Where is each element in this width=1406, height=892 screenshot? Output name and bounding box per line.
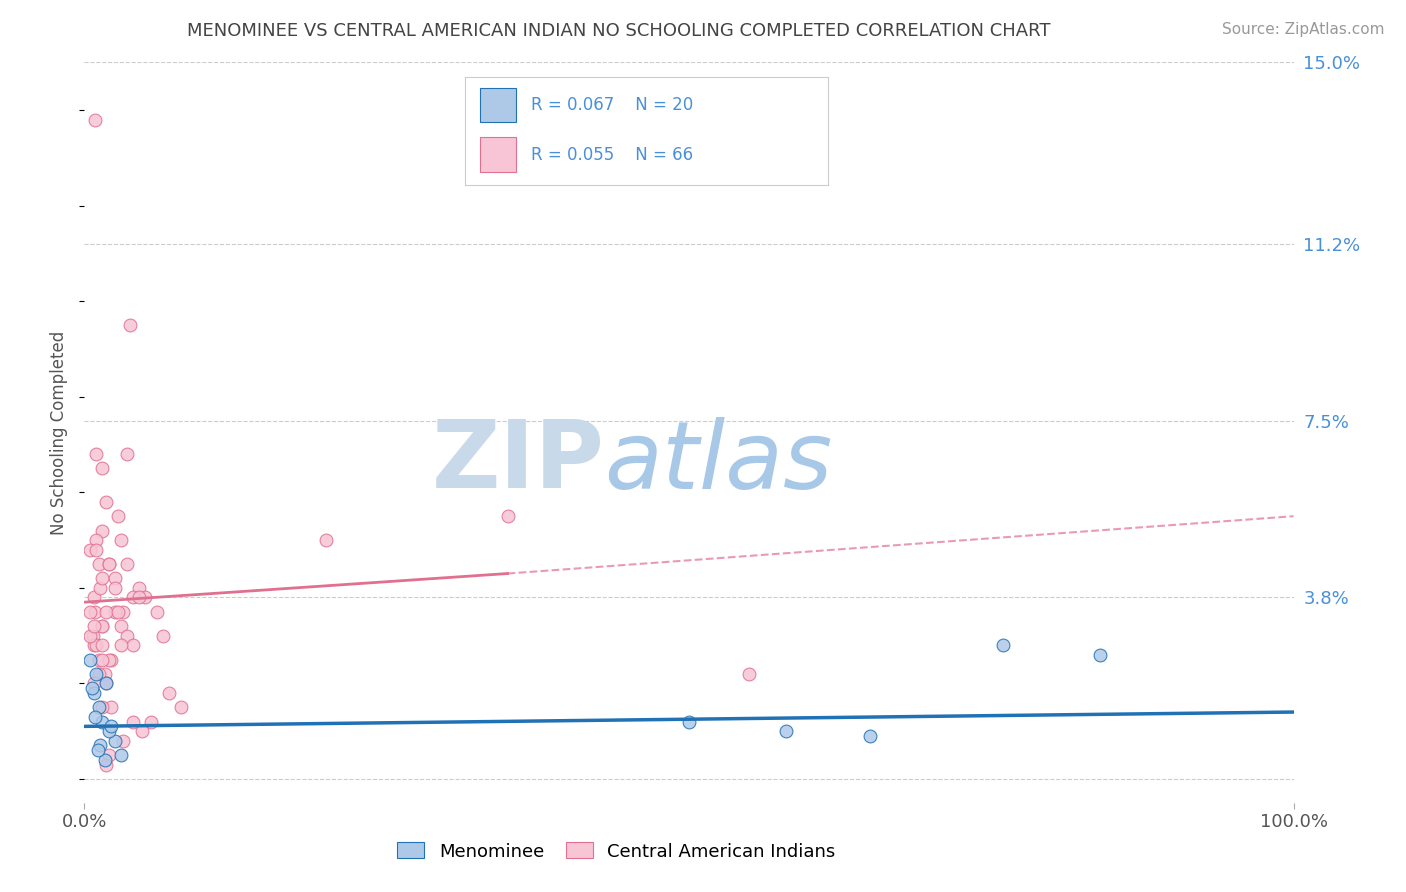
Point [115, 557, 138, 571]
Point [100, 719, 122, 733]
Point [83, 676, 105, 690]
Text: Source: ZipAtlas.com: Source: ZipAtlas.com [1222, 22, 1385, 37]
Point [993, 638, 1015, 652]
Point [170, 700, 193, 714]
Point [97, 557, 120, 571]
Point [83, 591, 105, 605]
Point [87, 557, 110, 571]
Point [128, 591, 150, 605]
Point [86, 638, 108, 652]
Point [91, 638, 114, 652]
Point [678, 714, 700, 729]
Point [104, 605, 127, 619]
Point [86, 542, 108, 557]
Point [91, 571, 114, 585]
Text: MENOMINEE VS CENTRAL AMERICAN INDIAN NO SCHOOLING COMPLETED CORRELATION CHART: MENOMINEE VS CENTRAL AMERICAN INDIAN NO … [187, 22, 1050, 40]
Point [104, 733, 127, 747]
Point [110, 533, 132, 547]
Point [86, 533, 108, 547]
Point [83, 686, 105, 700]
Point [87, 652, 110, 666]
Point [110, 619, 132, 633]
Point [94, 757, 117, 772]
Point [120, 318, 142, 333]
Point [157, 686, 180, 700]
Point [84, 112, 107, 127]
Point [97, 557, 120, 571]
Point [80, 681, 103, 695]
Point [94, 676, 117, 690]
Point [79, 605, 101, 619]
Point [86, 666, 108, 681]
Point [83, 638, 105, 652]
Point [94, 666, 117, 681]
Point [110, 638, 132, 652]
Point [91, 619, 114, 633]
Point [94, 605, 117, 619]
Legend: Menominee, Central American Indians: Menominee, Central American Indians [389, 835, 842, 868]
Point [738, 666, 761, 681]
Point [115, 447, 138, 461]
Point [107, 605, 129, 619]
Point [859, 729, 882, 743]
Point [496, 509, 519, 524]
Point [121, 591, 143, 605]
Point [115, 629, 138, 643]
Point [91, 700, 114, 714]
Y-axis label: No Schooling Completed: No Schooling Completed [51, 331, 69, 534]
Point [97, 652, 120, 666]
Point [97, 724, 120, 739]
Point [112, 605, 135, 619]
Point [152, 629, 174, 643]
Point [94, 495, 117, 509]
Point [121, 714, 143, 729]
Point [121, 638, 143, 652]
Point [100, 652, 122, 666]
Point [89, 581, 111, 595]
Point [91, 652, 114, 666]
Point [131, 724, 153, 739]
Point [97, 747, 120, 762]
Point [104, 581, 127, 595]
Point [107, 509, 129, 524]
Point [91, 461, 114, 475]
Point [315, 533, 337, 547]
Point [112, 733, 135, 747]
Point [110, 747, 132, 762]
Point [86, 447, 108, 461]
Point [83, 619, 105, 633]
Point [775, 724, 797, 739]
Point [94, 676, 117, 690]
Point [79, 629, 101, 643]
Point [100, 700, 122, 714]
Point [79, 652, 101, 666]
Point [104, 571, 127, 585]
Point [134, 591, 156, 605]
Text: ZIP: ZIP [432, 417, 605, 508]
Point [84, 605, 107, 619]
Point [86, 743, 108, 757]
Point [139, 714, 162, 729]
Point [89, 739, 111, 753]
Point [1088, 648, 1111, 662]
Point [128, 581, 150, 595]
Point [91, 714, 114, 729]
Point [82, 629, 104, 643]
Point [79, 542, 101, 557]
Point [87, 700, 110, 714]
Point [84, 710, 107, 724]
Point [146, 605, 169, 619]
Point [91, 524, 114, 538]
Point [94, 753, 117, 767]
Text: atlas: atlas [605, 417, 832, 508]
Point [91, 619, 114, 633]
Point [87, 666, 110, 681]
